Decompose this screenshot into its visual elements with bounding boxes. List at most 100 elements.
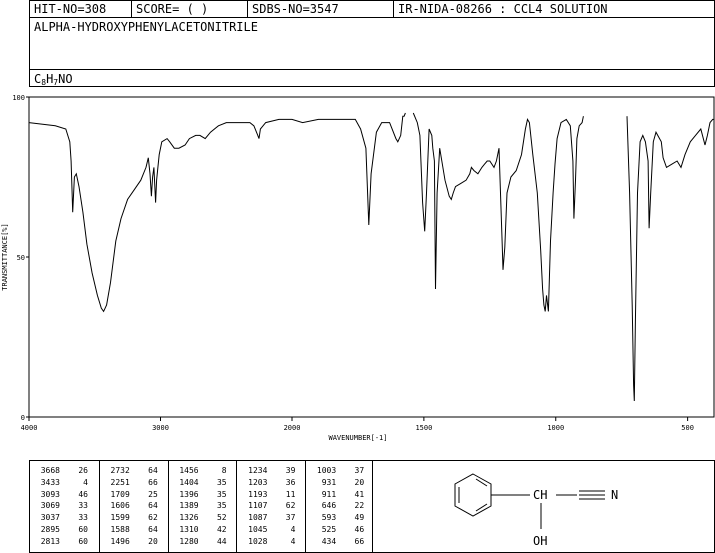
peak-wavenumber: 3668: [40, 466, 60, 475]
compound-name-box: ALPHA-HYDROXYPHENYLACETONITRILE: [29, 17, 715, 70]
peak-transmittance: 4: [290, 536, 296, 546]
peak-transmittance: 20: [148, 536, 158, 546]
peak-transmittance: 37: [354, 466, 365, 475]
peak-transmittance: 66: [148, 477, 158, 487]
spectrum-line: [28, 112, 406, 313]
peak-column: 1234 39 1203 36 1193 11 1107 62 1087 37 1045 4 1028 4: [236, 461, 306, 552]
peak-transmittance: 41: [354, 489, 365, 499]
peak-transmittance: 64: [148, 525, 158, 534]
peak-transmittance: 33: [78, 501, 88, 511]
y-tick-label: 50: [17, 254, 25, 262]
benzene-ring: [454, 473, 492, 517]
peak-transmittance: 52: [216, 513, 227, 523]
y-tick-label: 0: [21, 414, 25, 422]
y-tick-label: 100: [12, 94, 25, 102]
triple-bond: [579, 490, 605, 500]
peak-transmittance: 60: [78, 525, 88, 534]
peak-wavenumber: 1588: [110, 525, 130, 534]
peak-transmittance: 60: [78, 536, 88, 546]
peak-transmittance: 64: [148, 466, 158, 475]
x-tick-label: 500: [681, 424, 694, 432]
peak-transmittance: 49: [354, 513, 365, 523]
peak-wavenumber: 1389: [179, 501, 199, 511]
peak-wavenumber: 931: [321, 477, 337, 487]
peak-wavenumber: 2732: [110, 466, 130, 475]
hit-no: HIT-NO=308: [34, 2, 107, 16]
ir-code: IR-NIDA-08266 : CCL4 SOLUTION: [398, 2, 608, 16]
plot-frame: [28, 96, 715, 418]
n-label: N: [611, 488, 618, 502]
peak-wavenumber: 434: [321, 536, 337, 546]
formula-box: C8H7NO: [29, 69, 715, 87]
peak-wavenumber: 593: [321, 513, 337, 523]
peak-wavenumber: 1404: [179, 477, 199, 487]
peak-column: 1456 8 1404 35 1396 35 1389 35 1326 52 1310 42 1280 4…: [167, 461, 238, 552]
peak-transmittance: 64: [148, 501, 158, 511]
x-axis-label: WAVENUMBER[-1]: [328, 434, 387, 442]
peak-transmittance: 35: [216, 501, 227, 511]
peak-wavenumber: 1326: [179, 513, 199, 523]
peak-wavenumber: 1234: [248, 466, 268, 475]
structure-box: CH N OH: [372, 460, 715, 553]
peak-transmittance: 33: [78, 513, 88, 523]
x-tick-label: 2000: [284, 424, 301, 432]
compound-name: ALPHA-HYDROXYPHENYLACETONITRILE: [34, 20, 258, 34]
peak-wavenumber: 2251: [110, 477, 130, 487]
peak-wavenumber: 2813: [40, 536, 60, 546]
peak-wavenumber: 2895: [40, 525, 60, 534]
peak-column: 2732 64 2251 66 1709 25 1606 64 1599 62 1588 64 1496…: [98, 461, 169, 552]
peak-transmittance: 46: [78, 489, 88, 499]
peak-wavenumber: 1045: [248, 525, 268, 534]
peak-wavenumber: 1280: [179, 536, 199, 546]
peak-wavenumber: 911: [321, 489, 337, 499]
peak-transmittance: 36: [285, 477, 296, 487]
peak-wavenumber: 1599: [110, 513, 130, 523]
peak-wavenumber: 525: [321, 525, 337, 534]
peak-wavenumber: 1193: [248, 489, 268, 499]
peak-transmittance: 26: [78, 466, 88, 475]
peak-transmittance: 62: [285, 501, 296, 511]
y-axis-label: TRANSMITTANCE[%]: [1, 223, 9, 290]
peak-transmittance: 37: [285, 513, 296, 523]
spectrum-line: [626, 116, 714, 402]
peak-transmittance: 66: [354, 536, 365, 546]
peak-wavenumber: 1606: [110, 501, 130, 511]
peak-transmittance: 62: [148, 513, 158, 523]
peak-transmittance: 4: [83, 477, 88, 487]
peak-wavenumber: 1203: [248, 477, 268, 487]
peak-transmittance: 39: [285, 466, 296, 475]
peak-wavenumber: 1028: [248, 536, 268, 546]
peak-wavenumber: 1310: [179, 525, 199, 534]
peak-transmittance: 11: [285, 489, 296, 499]
peak-transmittance: 46: [354, 525, 365, 534]
peak-transmittance: 44: [216, 536, 227, 546]
peak-wavenumber: 3037: [40, 513, 60, 523]
peak-wavenumber: 1087: [248, 513, 268, 523]
peak-wavenumber: 1396: [179, 489, 199, 499]
peak-transmittance: 35: [216, 477, 227, 487]
peak-wavenumber: 1709: [110, 489, 130, 499]
peak-transmittance: 8: [221, 466, 227, 475]
score: SCORE= ( ): [136, 2, 209, 16]
ch-label: CH: [533, 488, 547, 502]
peak-wavenumber: 3093: [40, 489, 60, 499]
peak-transmittance: 25: [148, 489, 158, 499]
peak-transmittance: 20: [354, 477, 365, 487]
ir-spectrum-chart: 0 50 100 4000 3000 2000 1500 1000 500 WAVENUMBE…: [1, 94, 715, 442]
chemical-structure: CH N OH: [454, 473, 618, 548]
oh-label: OH: [533, 534, 547, 548]
peak-wavenumber: 1003: [316, 466, 337, 475]
peak-wavenumber: 1456: [179, 466, 199, 475]
peak-transmittance: 22: [354, 501, 365, 511]
peak-transmittance: 4: [290, 525, 296, 534]
peak-wavenumber: 1107: [248, 501, 268, 511]
peak-table: 3668 26 3433 4 3093 46 3069 33 3037 33 2895 60 2813 6…: [29, 460, 373, 553]
x-tick-label: 3000: [152, 424, 169, 432]
peak-column: 3668 26 3433 4 3093 46 3069 33 3037 33 2895 60 2813 6…: [30, 461, 99, 552]
peak-wavenumber: 3433: [40, 477, 60, 487]
x-tick-label: 4000: [21, 424, 38, 432]
x-tick-label: 1500: [415, 424, 432, 432]
peak-transmittance: 35: [216, 489, 227, 499]
sdbs-no: SDBS-NO=3547: [252, 2, 339, 16]
x-tick-label: 1000: [547, 424, 564, 432]
